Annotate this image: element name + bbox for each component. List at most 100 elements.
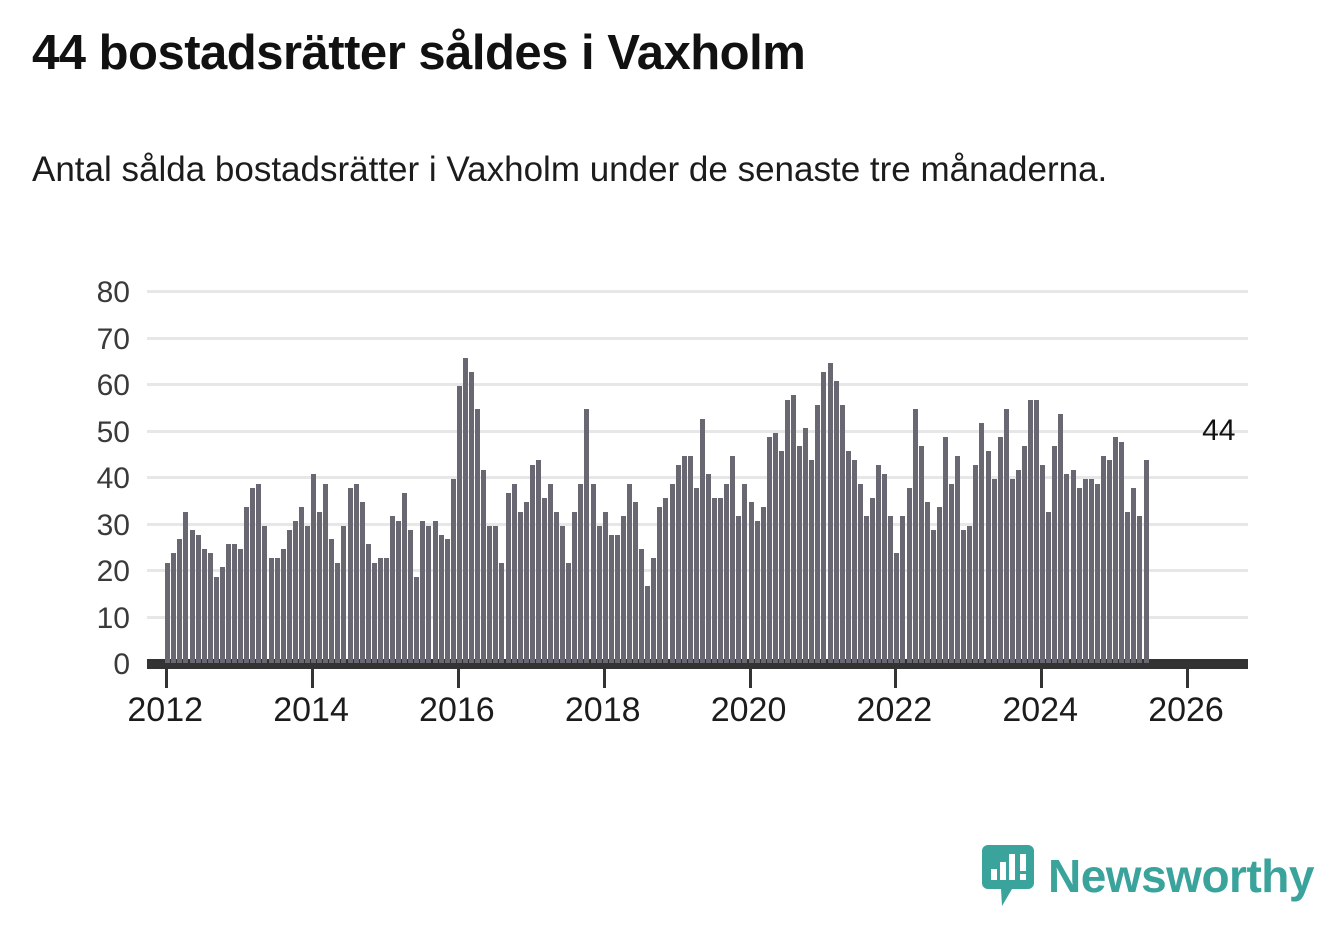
y-axis-tick-label: 80 xyxy=(96,276,130,309)
bar xyxy=(943,437,948,665)
bar xyxy=(298,506,304,665)
bar xyxy=(511,483,517,665)
bar xyxy=(839,404,845,665)
bar xyxy=(973,465,979,665)
bar xyxy=(620,516,626,665)
bar xyxy=(1034,399,1040,665)
x-axis-tick xyxy=(602,669,606,688)
bar xyxy=(499,562,505,665)
bar xyxy=(657,506,663,665)
bar xyxy=(797,446,803,665)
bar xyxy=(833,381,839,665)
bar xyxy=(1052,446,1058,665)
bar xyxy=(766,437,772,665)
bar xyxy=(651,558,657,665)
bar xyxy=(1076,488,1082,665)
bar xyxy=(305,525,310,665)
y-axis-tick-label: 40 xyxy=(96,462,130,495)
x-axis-tick xyxy=(748,669,752,688)
newsworthy-logo: Newsworthy xyxy=(982,845,1314,907)
bar xyxy=(183,511,189,665)
bar xyxy=(772,432,778,665)
x-axis-tick-label: 2026 xyxy=(1148,691,1224,729)
y-axis-tick-label: 50 xyxy=(96,415,130,449)
bar xyxy=(292,520,298,665)
bar xyxy=(681,455,687,665)
bar xyxy=(742,483,748,665)
bar xyxy=(645,585,651,665)
bar xyxy=(232,544,238,665)
x-axis-tick-label: 2024 xyxy=(1002,691,1079,729)
bar xyxy=(1088,479,1094,665)
bar xyxy=(505,492,511,665)
bar xyxy=(347,488,353,665)
bar-chart-speech-bubble-icon xyxy=(982,845,1034,906)
bar xyxy=(317,511,323,665)
bar xyxy=(876,465,882,665)
bar xyxy=(791,395,797,665)
bar xyxy=(535,460,541,665)
bar xyxy=(323,483,329,665)
bar xyxy=(207,553,213,665)
bar xyxy=(541,497,547,665)
bar xyxy=(171,553,177,665)
bar xyxy=(590,483,596,665)
x-axis-tick-label: 2018 xyxy=(564,691,641,729)
bar xyxy=(827,362,833,665)
gridline xyxy=(147,336,1248,340)
bar xyxy=(219,567,225,665)
brand-name: Newsworthy xyxy=(1048,850,1314,902)
bar xyxy=(225,544,231,665)
bar xyxy=(426,525,432,665)
bar xyxy=(456,386,462,665)
x-axis-tick xyxy=(311,669,315,688)
bar xyxy=(639,548,645,665)
bar xyxy=(566,562,572,665)
bar xyxy=(262,525,268,665)
bar xyxy=(1119,441,1125,665)
bar xyxy=(985,451,991,665)
bar xyxy=(730,455,736,665)
bar xyxy=(584,409,590,665)
bar xyxy=(979,423,985,665)
bar xyxy=(195,534,201,665)
bar xyxy=(462,358,468,665)
bar xyxy=(967,525,973,665)
bar xyxy=(851,460,857,665)
bar xyxy=(760,506,766,665)
bar xyxy=(414,576,420,665)
bar xyxy=(286,530,292,665)
bar xyxy=(778,451,784,665)
bar xyxy=(335,562,341,665)
bar xyxy=(736,516,742,665)
bar xyxy=(803,427,809,665)
page-title: 44 bostadsrätter såldes i Vaxholm xyxy=(32,26,806,80)
bar xyxy=(949,483,955,665)
bar-chart: 0 10 20 30 40 50 60 70 80 44 2012 2014 2016 2018 202… xyxy=(0,278,1322,748)
bar xyxy=(341,525,347,665)
y-axis-tick-label: 30 xyxy=(96,508,130,542)
bar xyxy=(930,530,936,665)
bar xyxy=(213,576,219,665)
bar xyxy=(244,506,250,665)
gridline xyxy=(147,383,1248,386)
bar xyxy=(748,502,754,665)
y-axis-tick-label: 20 xyxy=(96,555,130,588)
bar xyxy=(371,562,377,665)
bar xyxy=(1070,469,1076,665)
bar xyxy=(1040,465,1046,665)
bar xyxy=(888,516,894,665)
x-axis-tick xyxy=(456,669,460,688)
gridline xyxy=(147,290,1248,293)
bar xyxy=(517,511,523,665)
bar xyxy=(857,483,863,665)
x-axis-tick xyxy=(1186,669,1190,688)
bar xyxy=(1046,511,1052,665)
bar xyxy=(961,530,967,665)
bar xyxy=(383,558,389,665)
bar xyxy=(256,483,262,665)
bar xyxy=(1015,469,1021,665)
x-axis-tick-label: 2012 xyxy=(127,691,204,729)
bar xyxy=(238,548,244,665)
y-axis-tick-label: 10 xyxy=(96,601,130,635)
